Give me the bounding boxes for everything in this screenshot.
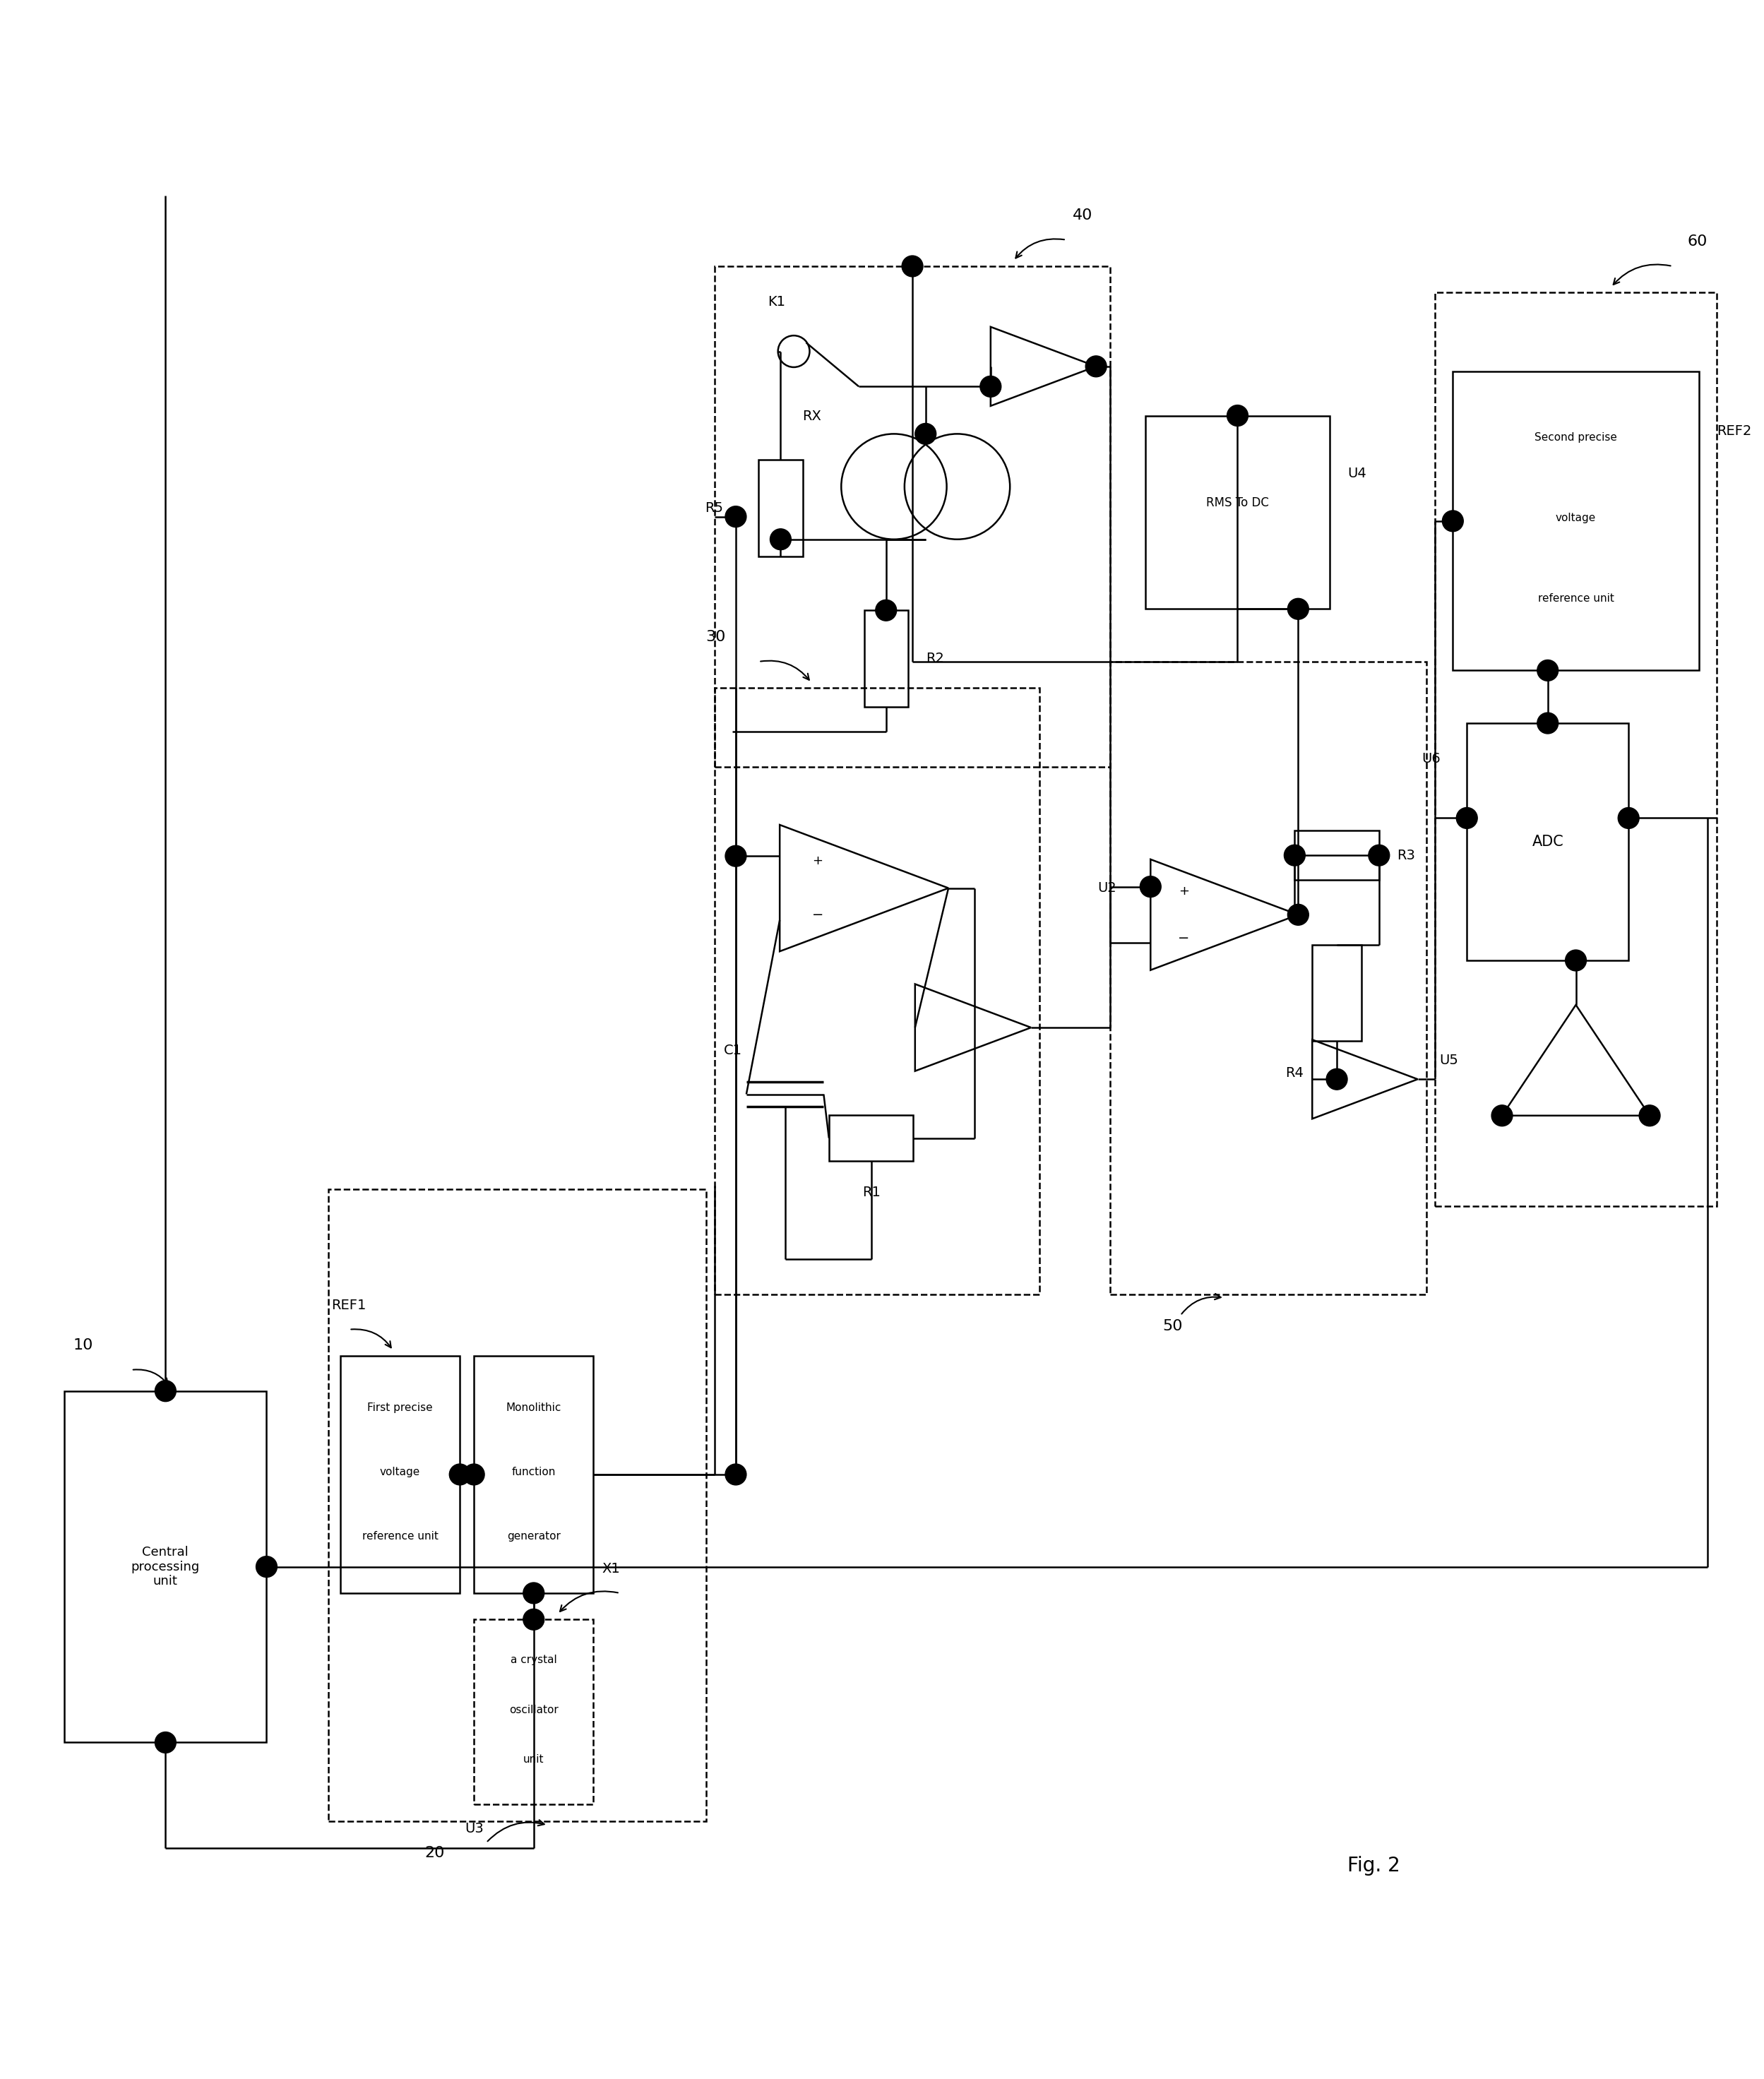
Text: RMS To DC: RMS To DC — [1207, 497, 1268, 509]
Text: 40: 40 — [1073, 208, 1092, 222]
Circle shape — [981, 376, 1002, 397]
Text: REF1: REF1 — [332, 1299, 367, 1312]
Circle shape — [1288, 599, 1309, 620]
Circle shape — [1140, 875, 1161, 898]
Text: K1: K1 — [767, 295, 785, 310]
Circle shape — [1288, 904, 1309, 925]
Bar — [714, 266, 1110, 767]
Text: 10: 10 — [74, 1339, 93, 1351]
Bar — [475, 1620, 593, 1805]
Circle shape — [725, 505, 746, 528]
Text: voltage: voltage — [379, 1468, 420, 1478]
Text: −: − — [1178, 931, 1189, 946]
Bar — [759, 459, 803, 557]
Bar — [1468, 723, 1628, 960]
Text: reference unit: reference unit — [1538, 593, 1614, 605]
Circle shape — [1457, 807, 1478, 830]
Text: oscillator: oscillator — [510, 1705, 559, 1715]
Circle shape — [1085, 356, 1106, 376]
Bar — [1454, 372, 1699, 669]
Text: +: + — [1178, 886, 1189, 898]
Text: C1: C1 — [723, 1044, 743, 1056]
Bar — [1145, 416, 1330, 609]
Text: Fig. 2: Fig. 2 — [1348, 1857, 1401, 1875]
Text: First precise: First precise — [367, 1403, 432, 1414]
Circle shape — [725, 846, 746, 867]
Text: X1: X1 — [602, 1561, 621, 1576]
Text: RX: RX — [803, 410, 822, 422]
Circle shape — [1443, 511, 1464, 532]
Circle shape — [1492, 1106, 1512, 1127]
Bar — [1436, 293, 1716, 1206]
Text: Monolithic: Monolithic — [506, 1403, 561, 1414]
Circle shape — [1536, 659, 1558, 682]
Circle shape — [1618, 807, 1639, 830]
Circle shape — [875, 599, 896, 622]
Circle shape — [155, 1732, 176, 1753]
FancyArrowPatch shape — [1614, 264, 1671, 285]
Circle shape — [1639, 1106, 1660, 1127]
FancyArrowPatch shape — [134, 1370, 168, 1385]
Text: a crystal: a crystal — [510, 1655, 557, 1665]
Text: R2: R2 — [926, 653, 944, 665]
Bar — [864, 611, 908, 707]
Text: +: + — [813, 854, 824, 867]
Circle shape — [1284, 844, 1305, 865]
Circle shape — [450, 1464, 471, 1484]
Bar — [475, 1356, 593, 1593]
Text: 20: 20 — [425, 1846, 445, 1861]
Text: Central
processing
unit: Central processing unit — [131, 1545, 199, 1588]
FancyArrowPatch shape — [487, 1819, 545, 1842]
Circle shape — [1369, 844, 1390, 865]
Bar — [714, 688, 1039, 1295]
Text: function: function — [512, 1468, 556, 1478]
Circle shape — [901, 256, 923, 277]
Text: U2: U2 — [1097, 881, 1117, 896]
Text: reference unit: reference unit — [362, 1530, 437, 1541]
Circle shape — [1536, 713, 1558, 734]
Circle shape — [524, 1582, 545, 1603]
Bar — [1312, 944, 1362, 1042]
Text: generator: generator — [506, 1530, 561, 1541]
Circle shape — [524, 1609, 545, 1630]
Text: 60: 60 — [1688, 235, 1708, 249]
Circle shape — [1565, 950, 1586, 971]
Text: R4: R4 — [1286, 1067, 1304, 1079]
Text: ADC: ADC — [1531, 836, 1563, 848]
Text: U1: U1 — [727, 850, 746, 863]
Text: R5: R5 — [706, 501, 723, 516]
Bar — [340, 1356, 460, 1593]
FancyArrowPatch shape — [1016, 239, 1064, 258]
Text: U5: U5 — [1439, 1054, 1459, 1067]
FancyArrowPatch shape — [760, 661, 810, 680]
Text: unit: unit — [524, 1755, 543, 1765]
Circle shape — [1228, 405, 1249, 426]
Circle shape — [1327, 1069, 1348, 1089]
Text: voltage: voltage — [1556, 514, 1596, 524]
Text: U6: U6 — [1422, 753, 1441, 765]
Circle shape — [771, 528, 790, 549]
Text: Second precise: Second precise — [1535, 432, 1618, 443]
FancyArrowPatch shape — [1182, 1293, 1221, 1314]
Text: 50: 50 — [1162, 1318, 1184, 1333]
Circle shape — [256, 1557, 277, 1578]
Text: U3: U3 — [466, 1821, 483, 1836]
Circle shape — [916, 424, 937, 445]
Text: 30: 30 — [706, 630, 727, 644]
Text: R3: R3 — [1397, 848, 1415, 863]
Text: R1: R1 — [863, 1185, 880, 1200]
Text: −: − — [811, 909, 824, 921]
Circle shape — [464, 1464, 485, 1484]
Circle shape — [155, 1380, 176, 1401]
FancyArrowPatch shape — [351, 1328, 392, 1347]
FancyArrowPatch shape — [559, 1590, 617, 1611]
Text: U4: U4 — [1348, 468, 1367, 480]
Bar — [65, 1391, 266, 1742]
Bar — [328, 1189, 706, 1821]
Bar — [1295, 832, 1379, 879]
Bar — [829, 1114, 914, 1160]
Circle shape — [725, 1464, 746, 1484]
Bar — [1110, 661, 1427, 1295]
Text: REF2: REF2 — [1716, 424, 1752, 439]
